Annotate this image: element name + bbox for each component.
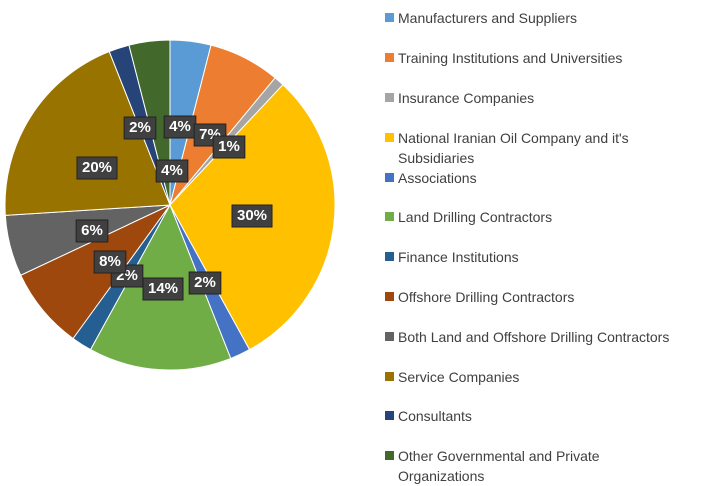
data-label-box xyxy=(231,204,273,228)
data-label-box xyxy=(155,159,189,183)
legend-label: National Iranian Oil Company and it's Su… xyxy=(398,130,629,166)
legend-label: Training Institutions and Universities xyxy=(398,50,623,66)
data-label-box xyxy=(142,277,184,301)
legend-item: Service Companies xyxy=(385,367,720,387)
legend-label: Both Land and Offshore Drilling Contract… xyxy=(398,329,670,345)
legend-item: Insurance Companies xyxy=(385,88,720,108)
legend-label: Offshore Drilling Contractors xyxy=(398,289,575,305)
pie-chart: 4% 7%1%30%2%14%2%8%6%20%2%4% xyxy=(4,39,336,371)
data-label-text: 4% xyxy=(169,118,191,135)
data-label-text: 4% xyxy=(161,162,183,179)
data-label: 1% xyxy=(212,135,246,159)
data-label: 4% xyxy=(155,159,189,183)
legend-label: Associations xyxy=(398,170,477,186)
legend-item: Consultants xyxy=(385,406,720,426)
data-label-text: 14% xyxy=(148,280,178,297)
legend-label: Finance Institutions xyxy=(398,249,519,265)
data-label: 30% xyxy=(231,204,273,228)
data-label: 20% xyxy=(76,156,118,180)
data-label: 2% xyxy=(188,271,222,295)
legend-item: Offshore Drilling Contractors xyxy=(385,287,720,307)
legend-swatch xyxy=(385,133,394,142)
data-label-box xyxy=(123,116,157,140)
data-label-text: 2% xyxy=(194,274,216,291)
data-label-text: 2% xyxy=(129,119,151,136)
data-label-box xyxy=(76,156,118,180)
data-label-box xyxy=(75,219,109,243)
data-label-text: 30% xyxy=(237,207,267,224)
legend-item: Both Land and Offshore Drilling Contract… xyxy=(385,327,720,347)
data-label: 4% xyxy=(163,115,197,139)
data-label-text: 1% xyxy=(218,138,240,155)
legend-item: Training Institutions and Universities xyxy=(385,48,720,68)
legend-label: Consultants xyxy=(398,408,472,424)
legend-swatch xyxy=(385,93,394,102)
legend-label: Service Companies xyxy=(398,369,520,385)
data-label-text: 20% xyxy=(82,159,112,176)
legend-item: Manufacturers and Suppliers xyxy=(385,8,720,28)
pie-slice xyxy=(4,50,171,216)
legend-label: Other Governmental and Private Organizat… xyxy=(398,448,600,484)
legend-label: Manufacturers and Suppliers xyxy=(398,10,577,26)
data-label: 6% xyxy=(75,219,109,243)
legend-swatch xyxy=(385,451,394,460)
legend-swatch xyxy=(385,332,394,341)
legend-swatch xyxy=(385,173,394,182)
legend-swatch xyxy=(385,212,394,221)
data-label-text: 6% xyxy=(81,222,103,239)
legend-swatch xyxy=(385,411,394,420)
data-label-box xyxy=(188,271,222,295)
data-label: 8% xyxy=(93,250,127,274)
data-label: 2% xyxy=(123,116,157,140)
legend-swatch xyxy=(385,53,394,62)
data-label-box xyxy=(93,250,127,274)
legend-swatch xyxy=(385,252,394,261)
legend-item: Land Drilling Contractors xyxy=(385,207,720,227)
legend-label: Land Drilling Contractors xyxy=(398,209,553,225)
legend-item: National Iranian Oil Company and it's Su… xyxy=(385,128,660,168)
legend-swatch xyxy=(385,13,394,22)
legend-item: Associations xyxy=(385,168,720,188)
data-label-box xyxy=(212,135,246,159)
legend-swatch xyxy=(385,292,394,301)
data-label-text: 8% xyxy=(99,253,121,270)
legend-label: Insurance Companies xyxy=(398,90,535,106)
data-label: 14% xyxy=(142,277,184,301)
legend-swatch xyxy=(385,372,394,381)
legend-item: Finance Institutions xyxy=(385,247,720,267)
legend-item: Other Governmental and Private Organizat… xyxy=(385,446,660,486)
